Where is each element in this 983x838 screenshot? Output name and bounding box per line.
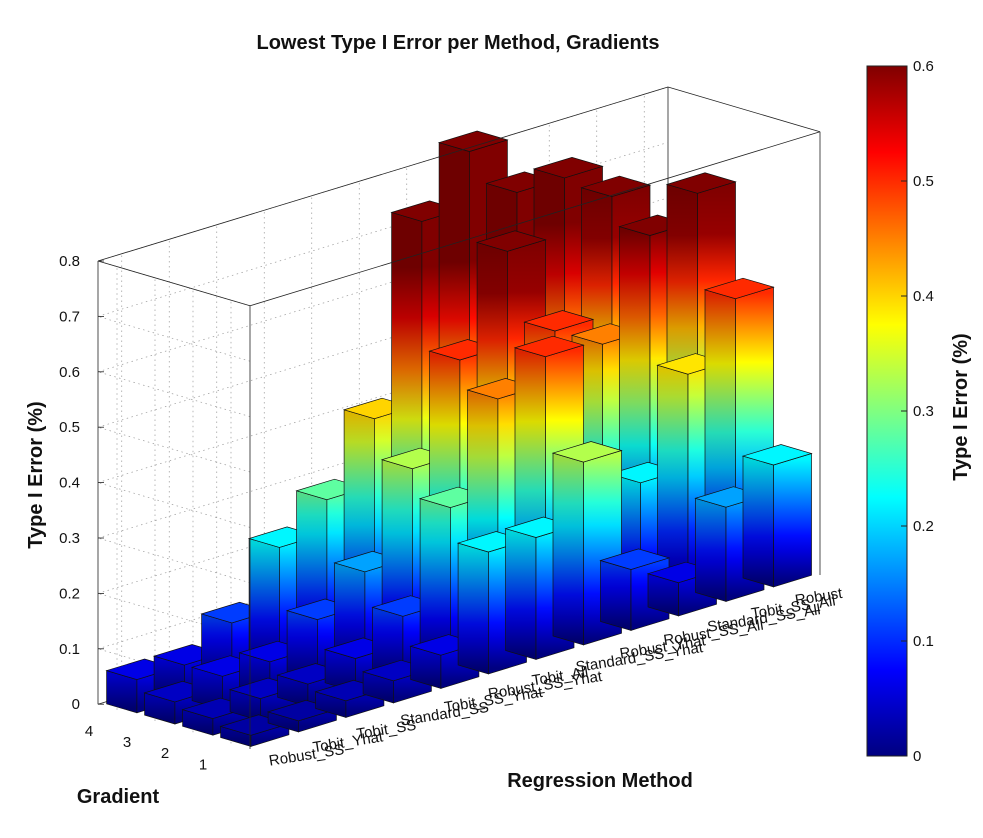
x-axis-title: Regression Method	[507, 770, 693, 792]
z-tick-label: 0.8	[59, 253, 80, 270]
bar-top-face	[599, 548, 671, 570]
axes-box-front	[97, 86, 821, 749]
axes-box-edge	[97, 260, 251, 307]
bar-side-face	[695, 497, 727, 602]
colorbar-tick-label: 0.4	[913, 288, 934, 305]
bar-top-face	[475, 230, 547, 252]
axes-box-edge	[249, 131, 821, 307]
bar-top-face	[741, 444, 813, 466]
z-tick-label: 0.3	[59, 530, 80, 547]
bar-side-face	[457, 542, 489, 675]
grid-line	[97, 316, 251, 362]
y-axis-title: Gradient	[77, 786, 160, 808]
bar-top-face	[532, 157, 604, 179]
bar-side-face	[742, 455, 774, 588]
z-tick-label: 0.7	[59, 308, 80, 325]
colorbar: 0 0.1 0.2 0.3 0.4 0.5 0.6	[866, 58, 934, 765]
gradient-tick-label: 3	[123, 734, 131, 751]
bar-top-face	[551, 441, 623, 463]
chart-title: Lowest Type I Error per Method, Gradient…	[256, 32, 659, 54]
bar-top-face	[523, 310, 595, 332]
bar-front-face	[773, 453, 812, 588]
bar-side-face	[505, 528, 537, 660]
method-tick-label: Robust	[794, 585, 844, 609]
grid-line	[97, 537, 251, 584]
colorbar-tick-label: 0.5	[913, 173, 934, 190]
colorbar-tick-label: 0	[913, 748, 921, 765]
z-tick-label: 0.6	[59, 364, 80, 381]
z-tick-label: 0.2	[59, 585, 80, 602]
gradient-tick-labels: 1 2 3 4	[85, 723, 207, 774]
colorbar-tick-label: 0.6	[913, 58, 934, 75]
z-tick-label: 0.1	[59, 641, 80, 658]
z-tick-label: 0.4	[59, 475, 80, 492]
grid-line	[97, 371, 251, 417]
gradient-tick-label: 4	[85, 723, 93, 740]
colorbar-gradient	[866, 65, 908, 757]
gradient-tick-label: 2	[161, 745, 169, 762]
z-axis-title: Type I Error (%)	[25, 401, 47, 548]
z-tick-label: 0	[72, 696, 80, 713]
bar-top-face	[513, 335, 585, 358]
colorbar-label: Type I Error (%)	[950, 333, 972, 480]
bar-top-face	[437, 130, 509, 152]
grid-line	[97, 482, 251, 528]
axes-box-edge	[667, 86, 821, 133]
bar-top-face	[580, 175, 652, 197]
bars	[105, 130, 813, 747]
bar-robust_all-g1	[741, 444, 813, 588]
colorbar-tick-label: 0.1	[913, 633, 934, 650]
z-tick-label: 0.5	[59, 419, 80, 436]
grid-line	[97, 426, 251, 473]
z-tick-labels: 0 0.1 0.2 0.3 0.4 0.5 0.6 0.7 0.8	[59, 253, 104, 713]
colorbar-tick-label: 0.2	[913, 518, 934, 535]
axes-box-edge	[97, 86, 669, 262]
bar-side-face	[600, 560, 632, 631]
colorbar-tick-label: 0.3	[913, 403, 934, 420]
bar-top-face	[703, 277, 775, 300]
bar-top-face	[665, 172, 737, 194]
bar-side-face	[552, 452, 584, 646]
gradient-tick-label: 1	[199, 756, 207, 773]
